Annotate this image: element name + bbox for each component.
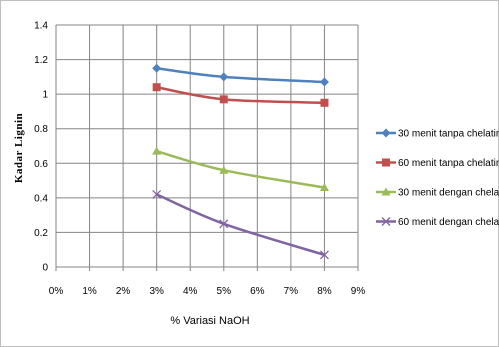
data-point (319, 77, 329, 87)
x-tick-label: 9% (351, 286, 366, 297)
data-point (152, 83, 161, 92)
data-point (219, 72, 229, 82)
x-axis-label: % Variasi NaOH (170, 315, 249, 327)
grid-lines (55, 24, 359, 268)
y-tick-label: 0.2 (34, 228, 48, 239)
x-tick-label: 2% (116, 286, 131, 297)
marker-stroke (381, 217, 391, 226)
legend-marker (381, 128, 391, 138)
legend-label: 30 menit dengan chelating (398, 188, 499, 199)
x-tick-label: 4% (183, 286, 198, 297)
series-2 (152, 83, 329, 107)
x-tick-label: 0% (49, 286, 64, 297)
legend-item-4: 60 menit dengan chelating (376, 217, 499, 228)
data-point (319, 182, 329, 191)
y-tick-label: 0 (42, 263, 48, 274)
data-point (320, 98, 329, 107)
legend-label: 30 menit tanpa chelating (398, 129, 499, 140)
data-point (219, 165, 229, 174)
legend-item-1: 30 menit tanpa chelating (376, 128, 499, 140)
series-4 (152, 189, 329, 260)
y-tick-label: 1.4 (34, 21, 48, 32)
data-point (319, 250, 329, 260)
x-tick-label: 8% (317, 286, 332, 297)
series-3 (152, 146, 329, 191)
legend-marker (381, 187, 391, 196)
legend-marker (382, 158, 390, 167)
x-tick-label: 6% (250, 286, 265, 297)
legend-label: 60 menit dengan chelating (398, 217, 499, 228)
x-tick-label: 7% (284, 286, 299, 297)
y-tick-labels: 0 0.2 0.4 0.6 0.8 1 1.2 1.4 (34, 21, 48, 274)
y-tick-label: 1 (42, 90, 48, 101)
data-point (152, 146, 162, 155)
marker-stroke (152, 189, 162, 199)
x-tick-labels: 0% 1% 2% 3% 4% 5% 6% 7% 8% 9% (49, 286, 366, 297)
y-tick-label: 0.6 (34, 159, 48, 170)
data-point (152, 63, 162, 73)
series-1 (152, 63, 329, 87)
x-tick-label: 3% (149, 286, 164, 297)
marker-stroke (219, 219, 229, 229)
legend-item-3: 30 menit dengan chelating (376, 187, 499, 199)
y-tick-label: 0.4 (34, 193, 48, 204)
series-line (156, 66, 325, 84)
marker-stroke (319, 250, 329, 260)
data-point (152, 189, 162, 199)
data-point (219, 219, 229, 229)
series-line (156, 193, 325, 257)
x-tick-label: 5% (217, 286, 232, 297)
legend: 30 menit tanpa chelating 60 menit tanpa c… (376, 128, 499, 228)
legend-marker (381, 217, 391, 226)
data-point (219, 95, 228, 104)
y-tick-label: 0.8 (34, 124, 48, 135)
legend-label: 60 menit tanpa chelating (398, 158, 499, 169)
series-line (156, 149, 325, 189)
axes (55, 25, 359, 271)
y-axis-label: Kadar Lignin (13, 113, 25, 183)
y-tick-label: 1.2 (34, 55, 48, 66)
series-line (156, 85, 325, 105)
x-tick-label: 1% (82, 286, 97, 297)
legend-item-2: 60 menit tanpa chelating (376, 158, 499, 169)
series-group (152, 63, 329, 260)
